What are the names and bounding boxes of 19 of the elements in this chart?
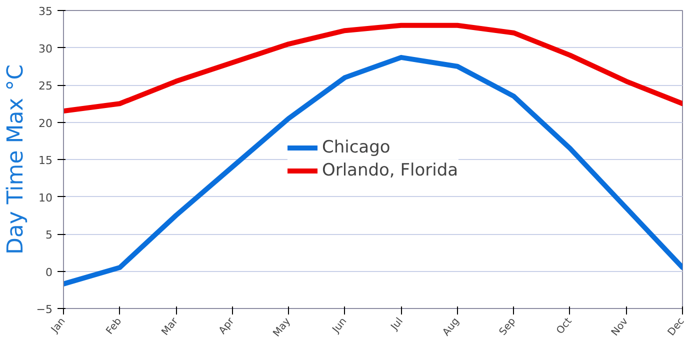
y-tick-label: 25 [38, 80, 53, 92]
legend-label: Chicago [322, 138, 390, 158]
x-tick-label: Jan [48, 316, 68, 336]
x-tick-label: Feb [104, 316, 124, 337]
x-tick-label: Sep [498, 316, 518, 338]
y-axis-title: Day Time Max °C [3, 64, 28, 255]
y-tick-label: 5 [46, 228, 52, 242]
y-tick-label: 30 [38, 42, 53, 56]
x-tick-label: Jun [330, 316, 350, 336]
x-tick-label: Jul [388, 316, 406, 334]
y-tick-label: 15 [38, 154, 53, 167]
y-tick-label: 35 [38, 5, 53, 18]
legend-label: Orlando, Florida [322, 160, 458, 180]
y-tick-label: −5 [36, 303, 53, 316]
y-tick-label: 20 [38, 116, 53, 130]
x-tick-label: Oct [554, 316, 574, 336]
y-tick-label: 0 [46, 266, 52, 279]
y-tick-label: 10 [38, 191, 53, 204]
x-tick-label: Apr [217, 315, 238, 336]
